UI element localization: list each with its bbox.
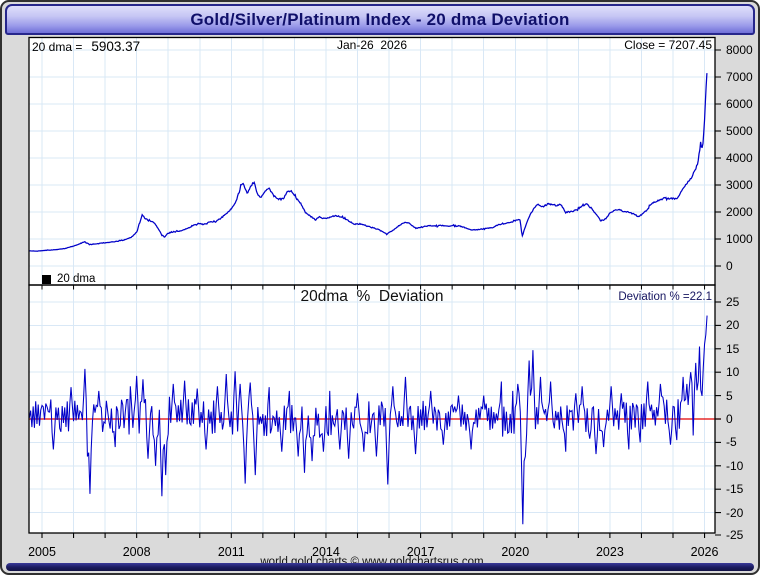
title-bar: Gold/Silver/Platinum Index - 20 dma Devi… bbox=[5, 4, 755, 35]
bottom-bar bbox=[6, 563, 754, 571]
page-title: Gold/Silver/Platinum Index - 20 dma Devi… bbox=[190, 9, 570, 29]
